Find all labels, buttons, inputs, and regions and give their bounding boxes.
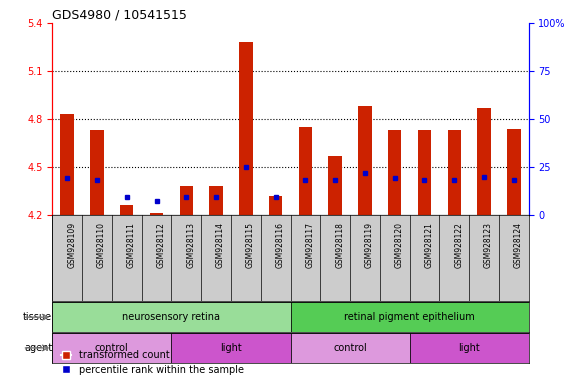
Bar [239,42,253,215]
Bar [328,156,342,215]
Text: GSM928113: GSM928113 [187,222,195,268]
Text: retinal pigment epithelium: retinal pigment epithelium [344,312,475,322]
Bar [120,205,134,215]
Text: GSM928119: GSM928119 [365,222,374,268]
Text: GSM928120: GSM928120 [394,222,404,268]
Text: GDS4980 / 10541515: GDS4980 / 10541515 [52,9,187,22]
Bar [418,130,431,215]
Bar [269,196,282,215]
Bar [52,302,290,332]
Text: agent: agent [24,343,52,353]
Legend: transformed count, percentile rank within the sample: transformed count, percentile rank withi… [57,346,248,379]
Text: GSM928112: GSM928112 [156,222,166,268]
Bar [180,186,193,215]
Text: GSM928124: GSM928124 [514,222,523,268]
Text: GSM928110: GSM928110 [97,222,106,268]
Bar [60,114,74,215]
Text: GSM928116: GSM928116 [275,222,285,268]
Text: light: light [458,343,480,353]
Bar [171,333,290,363]
Text: GSM928115: GSM928115 [246,222,255,268]
Text: GSM928117: GSM928117 [306,222,314,268]
Text: neurosensory retina: neurosensory retina [123,312,220,322]
Bar [478,108,491,215]
Bar [299,127,312,215]
Text: control: control [95,343,129,353]
Bar [290,333,410,363]
Text: light: light [220,343,242,353]
Bar [358,106,372,215]
Bar [388,130,401,215]
Bar [209,186,223,215]
Bar [290,302,529,332]
Bar [90,130,103,215]
Bar [447,130,461,215]
Text: tissue: tissue [23,312,52,322]
Bar [507,129,521,215]
Text: GSM928111: GSM928111 [127,222,136,268]
Text: GSM928109: GSM928109 [67,222,76,268]
Text: control: control [333,343,367,353]
Text: GSM928114: GSM928114 [216,222,225,268]
Text: GSM928118: GSM928118 [335,222,344,268]
Text: GSM928123: GSM928123 [484,222,493,268]
Text: GSM928122: GSM928122 [454,222,463,268]
Text: GSM928121: GSM928121 [425,222,433,268]
Bar [410,333,529,363]
Bar [52,333,171,363]
Bar [150,214,163,215]
